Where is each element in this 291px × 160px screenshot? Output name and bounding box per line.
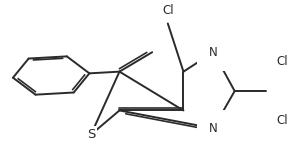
Text: N: N [209,122,218,135]
Text: N: N [209,46,218,59]
Text: Cl: Cl [276,114,288,127]
Text: S: S [87,128,95,141]
Text: Cl: Cl [276,55,288,68]
Text: Cl: Cl [162,4,174,17]
